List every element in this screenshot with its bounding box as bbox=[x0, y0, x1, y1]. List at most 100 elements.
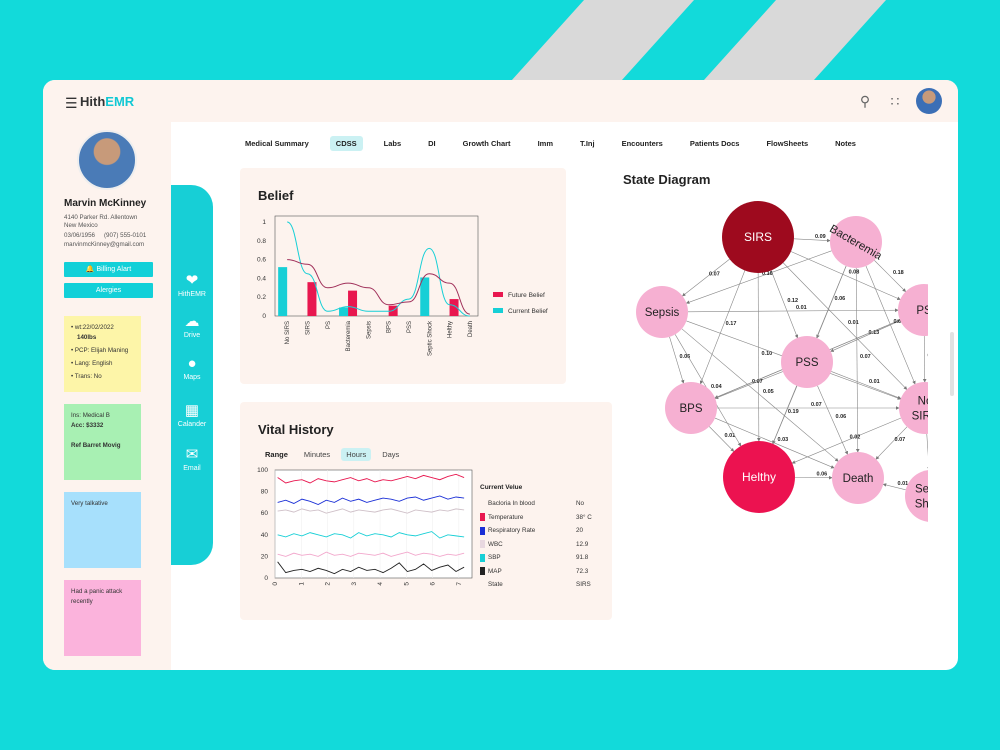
edge-label: 0.19 bbox=[788, 409, 799, 415]
patient-sidebar: Marvin McKinney 4140 Parker Rd. Allentow… bbox=[43, 122, 171, 670]
state-node-label: Sepsis bbox=[645, 307, 680, 319]
user-avatar[interactable] bbox=[916, 88, 942, 114]
sticky-note[interactable]: Had a panic attack recently bbox=[64, 580, 141, 656]
belief-curve bbox=[286, 221, 470, 317]
belief-card: Belief 1 0.8 0.6 0.4 0.2 0 No SIRS SIRS PS Bacter… bbox=[240, 168, 566, 384]
state-diagram-title: State Diagram bbox=[623, 172, 711, 187]
cloud-icon: ☁ bbox=[184, 313, 200, 330]
x-tick-label: 1 bbox=[298, 582, 305, 586]
y-tick-label: 80 bbox=[261, 489, 269, 496]
legend-swatch bbox=[480, 500, 485, 508]
tab-notes[interactable]: Notes bbox=[835, 139, 856, 148]
legend-swatch bbox=[493, 308, 503, 313]
vital-line bbox=[277, 551, 465, 557]
edge bbox=[817, 385, 848, 455]
edge bbox=[669, 336, 685, 384]
edge-label: 0.05 bbox=[763, 389, 774, 395]
nav-drive[interactable]: ☁ Drive bbox=[171, 312, 213, 339]
scrollbar[interactable] bbox=[950, 332, 954, 396]
bar bbox=[339, 307, 349, 316]
edge-label: 0.06 bbox=[835, 296, 846, 302]
current-value-row: Temperature 38° C bbox=[480, 512, 605, 523]
vital-history-title: Vital History bbox=[258, 422, 334, 437]
belief-curve bbox=[287, 259, 471, 315]
state-node-label: SIRS bbox=[744, 230, 772, 244]
edge-label: 0.07 bbox=[895, 437, 906, 443]
state-node-label: Septic bbox=[915, 484, 928, 496]
y-tick-label: 0.6 bbox=[257, 257, 266, 264]
edge bbox=[793, 238, 831, 243]
billing-alert-button[interactable]: 🔔 Billing Alart bbox=[64, 262, 153, 277]
current-value-label: Temperature bbox=[488, 513, 524, 521]
current-value-title: Current Velue bbox=[480, 484, 523, 491]
calendar-icon: ▦ bbox=[184, 402, 200, 419]
state-node-label: PSS bbox=[795, 357, 818, 369]
patient-email: marvinmcKinney@gmail.com bbox=[64, 241, 145, 248]
edge bbox=[682, 258, 730, 297]
patient-avatar bbox=[77, 130, 137, 190]
state-node bbox=[665, 382, 717, 434]
range-minutes[interactable]: Minutes bbox=[303, 450, 331, 459]
edge-label: 0.07 bbox=[752, 379, 763, 385]
nav-email[interactable]: ✉ Email bbox=[171, 445, 213, 472]
bell-icon: 🔔 bbox=[85, 266, 95, 273]
edge-label: 0.13 bbox=[869, 330, 880, 336]
nav-hithemr[interactable]: ❤ HithEMR bbox=[171, 271, 213, 298]
current-value-label: MAP bbox=[488, 567, 502, 575]
tab-cdss[interactable]: CDSS bbox=[329, 136, 363, 151]
edge-label: 0.02 bbox=[850, 435, 861, 441]
hamburger-menu-icon[interactable]: ☰ bbox=[65, 95, 78, 111]
tab-flowsheets[interactable]: FlowSheets bbox=[766, 139, 809, 148]
sticky-note[interactable]: Very talkative bbox=[64, 492, 141, 568]
current-value-row: State SIRS bbox=[480, 579, 605, 590]
top-bar: ☰ HithEMR ⚲ ∷ bbox=[43, 80, 958, 122]
state-node bbox=[905, 470, 928, 522]
state-node-label: PS bbox=[916, 305, 928, 317]
state-node bbox=[830, 216, 882, 268]
edge bbox=[855, 267, 860, 453]
app-logo[interactable]: HithEMR bbox=[80, 94, 135, 109]
insurance-note[interactable]: Ins: Medical B Acc: $3332 Ref Barret Mov… bbox=[64, 404, 141, 480]
edge bbox=[875, 426, 908, 460]
edge bbox=[791, 417, 902, 464]
current-value: 91.8 bbox=[576, 554, 589, 561]
current-value-label: WBC bbox=[488, 540, 503, 548]
current-value-label: State bbox=[488, 581, 503, 588]
x-tick-label: Bacteremia bbox=[346, 320, 352, 351]
nav-calendar[interactable]: ▦ Calander bbox=[171, 401, 213, 428]
edge-label: 0.12 bbox=[787, 298, 798, 304]
plot-frame bbox=[274, 469, 473, 579]
range-hours[interactable]: Hours bbox=[341, 448, 372, 461]
vitals-note[interactable]: • wt:22/02/2022 140lbs • PCP: Elijah Man… bbox=[64, 316, 141, 392]
tab-di[interactable]: DI bbox=[428, 139, 436, 148]
x-tick-label: Death bbox=[468, 321, 474, 337]
current-value: 72.3 bbox=[576, 567, 589, 575]
edge-label: 0.06 bbox=[680, 354, 691, 360]
allergies-button[interactable]: Alergies bbox=[64, 283, 153, 298]
search-icon[interactable]: ⚲ bbox=[859, 92, 871, 109]
tab-imm[interactable]: Imm bbox=[537, 139, 553, 148]
tab-growth-chart[interactable]: Growth Chart bbox=[462, 139, 511, 148]
patient-name: Marvin McKinney bbox=[64, 198, 147, 209]
current-value-row: WBC 12.9 bbox=[480, 539, 605, 550]
x-tick-label: SIRS bbox=[305, 321, 311, 335]
state-node bbox=[722, 201, 794, 273]
grid-icon[interactable]: ∷ bbox=[890, 92, 900, 109]
edge-label: 0.16 bbox=[762, 271, 773, 277]
range-selector: Range Minutes Hours Days bbox=[260, 448, 404, 461]
tab-labs[interactable]: Labs bbox=[383, 139, 402, 148]
legend-swatch bbox=[480, 526, 485, 535]
range-days[interactable]: Days bbox=[382, 450, 400, 459]
tab-encounters[interactable]: Encounters bbox=[621, 139, 663, 148]
current-value: 20 bbox=[576, 527, 584, 534]
tab-medical-summary[interactable]: Medical Summary bbox=[245, 139, 309, 148]
edge-label: 0.01 bbox=[869, 379, 880, 385]
edge bbox=[874, 260, 907, 293]
nav-maps[interactable]: ● Maps bbox=[171, 355, 213, 381]
tab-bar: Medical Summary CDSS Labs DI Growth Char… bbox=[239, 136, 877, 151]
tab-tinj[interactable]: T.Inj bbox=[579, 139, 595, 148]
y-tick-label: 0.4 bbox=[257, 275, 266, 282]
bar bbox=[307, 282, 317, 316]
tab-patients-docs[interactable]: Patients Docs bbox=[689, 139, 740, 148]
legend-swatch bbox=[480, 540, 485, 548]
